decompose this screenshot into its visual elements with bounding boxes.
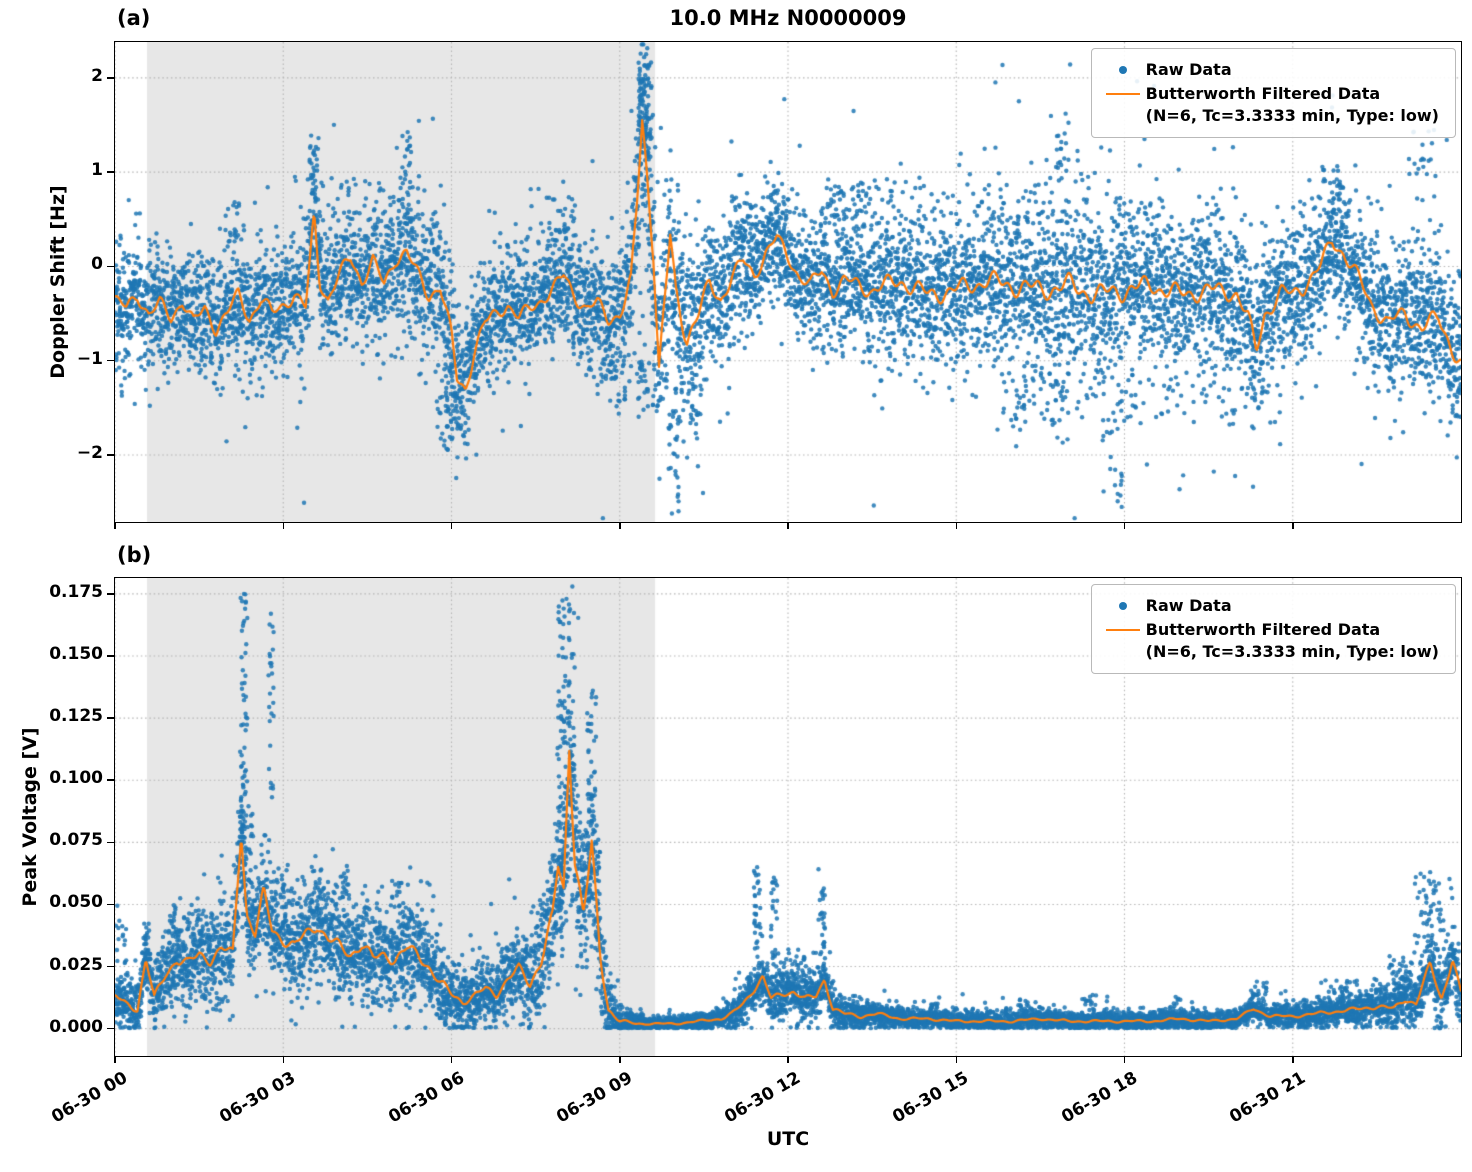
y-tick-label: 0.125	[49, 706, 103, 727]
y-axis-label-voltage: Peak Voltage [V]	[19, 727, 41, 907]
x-tick-mark	[1123, 1056, 1126, 1063]
y-tick-label: 0.100	[49, 768, 103, 789]
x-tick-mark	[619, 522, 621, 529]
y-tick-label: 2	[91, 65, 103, 86]
legend-item-raw: Raw Data	[1100, 59, 1439, 81]
legend-raw-label: Raw Data	[1145, 596, 1232, 615]
y-tick-label: 0	[91, 254, 103, 275]
y-tick-mark	[107, 359, 114, 362]
x-tick-mark	[282, 1056, 284, 1063]
y-tick-label: 0.025	[49, 954, 103, 975]
y-tick-mark	[107, 454, 114, 456]
raw-data-marker-icon	[1118, 66, 1127, 74]
y-tick-label: 1	[91, 160, 103, 181]
x-tick-mark	[955, 1056, 957, 1063]
x-axis-label: UTC	[766, 1128, 810, 1150]
y-tick-label: −1	[76, 348, 103, 369]
legend-filtered-label: Butterworth Filtered Data	[1145, 84, 1381, 103]
x-tick-mark	[1123, 522, 1126, 529]
y-tick-mark	[107, 1027, 114, 1030]
x-tick-label: 06-30 06	[384, 1068, 468, 1128]
y-tick-mark	[107, 77, 114, 79]
legend-panel-b: Raw Data Butterworth Filtered Data (N=6,…	[1090, 584, 1456, 674]
legend-filtered-label: Butterworth Filtered Data	[1145, 620, 1381, 639]
x-tick-mark	[955, 522, 957, 529]
x-tick-mark	[619, 1056, 621, 1063]
x-tick-label: 06-30 18	[1057, 1068, 1141, 1128]
legend-filtered-sublabel: (N=6, Tc=3.3333 min, Type: low)	[1145, 642, 1439, 661]
legend-raw-label: Raw Data	[1145, 60, 1232, 79]
y-tick-mark	[107, 265, 114, 268]
raw-data-marker-icon	[1118, 602, 1127, 610]
y-tick-label: 0.150	[49, 644, 103, 664]
legend-panel-a: Raw Data Butterworth Filtered Data (N=6,…	[1090, 48, 1456, 138]
x-tick-mark	[1292, 522, 1294, 529]
y-tick-mark	[107, 903, 114, 906]
x-tick-label: 06-30 12	[721, 1068, 804, 1128]
panel-b-label: (b)	[117, 543, 152, 567]
y-tick-mark	[107, 965, 114, 968]
y-tick-label: 0.000	[49, 1016, 103, 1037]
legend-item-raw: Raw Data	[1100, 595, 1439, 617]
x-tick-mark	[450, 1056, 453, 1063]
x-tick-label: 06-30 00	[48, 1068, 131, 1128]
legend-filtered-sublabel: (N=6, Tc=3.3333 min, Type: low)	[1145, 106, 1439, 125]
x-tick-mark	[282, 522, 284, 529]
y-tick-mark	[107, 779, 114, 781]
x-tick-mark	[787, 1056, 789, 1063]
x-tick-mark	[114, 522, 116, 529]
x-tick-label: 06-30 15	[889, 1068, 973, 1128]
x-tick-label: 06-30 09	[553, 1068, 636, 1128]
y-tick-label: −2	[76, 443, 103, 464]
chart-title: 10.0 MHz N0000009	[669, 6, 907, 30]
y-tick-label: 0.050	[49, 892, 103, 913]
legend-item-filtered: Butterworth Filtered Data (N=6, Tc=3.333…	[1100, 83, 1439, 127]
x-tick-mark	[787, 522, 789, 529]
x-tick-mark	[450, 522, 453, 529]
y-tick-mark	[107, 841, 114, 844]
legend-item-filtered: Butterworth Filtered Data (N=6, Tc=3.333…	[1100, 619, 1439, 663]
y-tick-mark	[107, 655, 114, 657]
x-tick-mark	[1292, 1056, 1294, 1063]
filtered-line-marker-icon	[1105, 93, 1140, 95]
x-tick-mark	[114, 1056, 116, 1063]
filtered-line-marker-icon	[1105, 629, 1140, 631]
y-tick-mark	[107, 171, 114, 173]
y-tick-label: 0.075	[49, 830, 103, 851]
y-tick-mark	[107, 593, 114, 595]
x-tick-label: 06-30 21	[1226, 1068, 1309, 1128]
x-tick-label: 06-30 03	[216, 1068, 300, 1128]
panel-a-label: (a)	[117, 6, 151, 30]
y-tick-label: 0.175	[49, 581, 103, 602]
y-tick-mark	[107, 717, 114, 719]
